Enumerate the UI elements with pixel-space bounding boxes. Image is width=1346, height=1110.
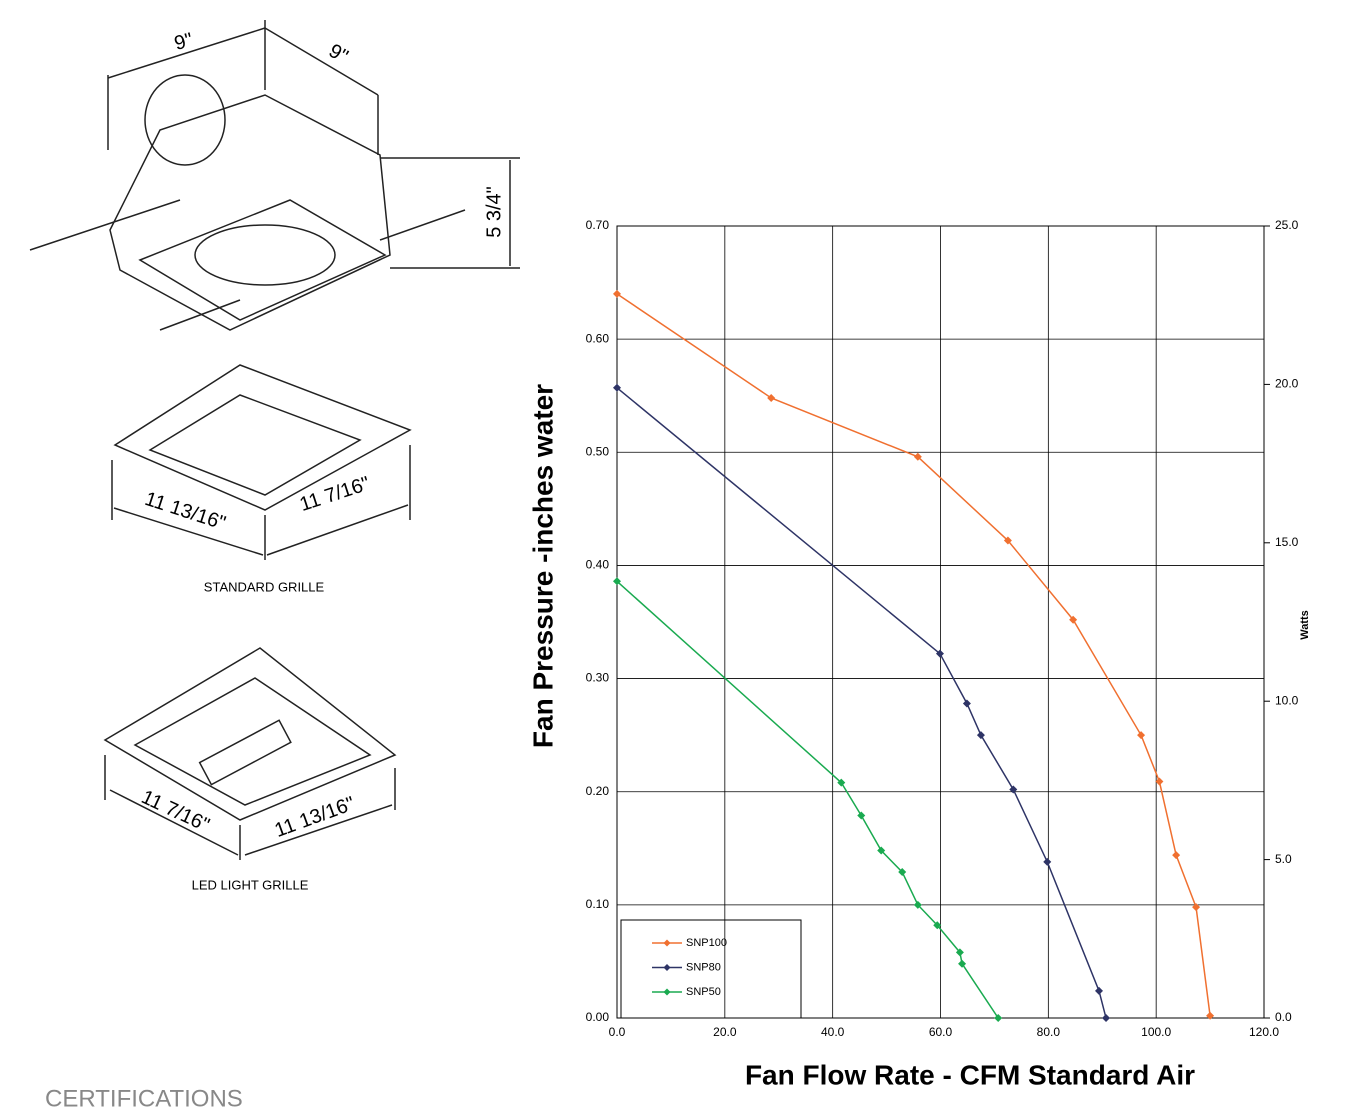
data-point [837, 778, 846, 787]
y-tick-label: 0.10 [586, 897, 610, 911]
standard-grille-drawing [111, 364, 412, 560]
data-point [1102, 1014, 1111, 1022]
data-point [913, 452, 922, 461]
x-tick-label: 80.0 [1037, 1025, 1061, 1039]
data-point [857, 811, 866, 820]
data-point [933, 921, 942, 930]
data-point [1155, 777, 1164, 786]
data-point [976, 731, 985, 740]
x-tick-label: 20.0 [713, 1025, 737, 1039]
data-point [1206, 1011, 1215, 1020]
data-point [994, 1014, 1003, 1022]
y2-tick-label: 5.0 [1275, 852, 1292, 866]
data-point [613, 577, 621, 586]
data-point [1192, 903, 1201, 912]
data-point [1003, 536, 1012, 545]
data-point [1137, 731, 1146, 740]
dimension-label: 9" [172, 29, 195, 55]
data-point [1043, 857, 1052, 866]
dimension-label: 11 7/16" [138, 786, 213, 837]
data-point [767, 393, 776, 402]
data-point [877, 846, 886, 855]
legend-marker [663, 939, 671, 947]
dimension-label: 11 13/16" [272, 793, 358, 842]
data-point [958, 959, 967, 968]
y-tick-label: 0.20 [586, 784, 610, 798]
y2-tick-label: 15.0 [1275, 535, 1299, 549]
data-point [1172, 851, 1181, 860]
y-tick-label: 0.40 [586, 558, 610, 572]
x-tick-label: 40.0 [821, 1025, 845, 1039]
data-point [935, 649, 944, 658]
dimension-label: 9" [325, 40, 352, 68]
legend-label: SNP100 [686, 937, 727, 949]
y-tick-label: 0.70 [586, 218, 610, 232]
x-tick-label: 60.0 [929, 1025, 953, 1039]
y-tick-label: 0.50 [586, 444, 610, 458]
caption: STANDARD GRILLE [204, 579, 325, 594]
dimension-label: 11 13/16" [142, 488, 228, 535]
data-point [613, 383, 621, 392]
data-point [613, 289, 621, 298]
data-point [1009, 785, 1018, 794]
x-tick-label: 120.0 [1249, 1025, 1279, 1039]
housing-drawing [29, 20, 520, 331]
x-axis-label: Fan Flow Rate - CFM Standard Air [745, 1059, 1195, 1090]
led-grille-drawing [103, 647, 397, 860]
data-point [1069, 615, 1078, 624]
legend-label: SNP50 [686, 986, 721, 998]
section-heading: CERTIFICATIONS [45, 1085, 243, 1110]
y-axis-label: Fan Pressure -inches water [527, 384, 558, 748]
data-point [898, 868, 907, 877]
data-point [913, 900, 922, 909]
y2-tick-label: 20.0 [1275, 377, 1299, 391]
x-tick-label: 100.0 [1141, 1025, 1171, 1039]
series-line [616, 580, 999, 1019]
dimension-label: 5 3/4" [483, 186, 505, 238]
x-tick-label: 0.0 [609, 1025, 626, 1039]
legend-label: SNP80 [686, 961, 721, 973]
series-line [616, 293, 1211, 1016]
y-tick-label: 0.30 [586, 671, 610, 685]
y2-tick-label: 0.0 [1275, 1010, 1292, 1024]
dimension-label: 11 7/16" [297, 473, 373, 516]
legend-box [620, 919, 802, 1019]
caption: LED LIGHT GRILLE [192, 877, 309, 892]
plot-area: 0.00 0.10 0.20 0.30 0.40 0.50 0.60 0.70 0.0 5.0 10… [586, 218, 1299, 1039]
legend-marker [663, 964, 671, 971]
y2-tick-label: 10.0 [1275, 693, 1299, 707]
y2-axis-label: Watts [1299, 610, 1311, 640]
data-point [962, 699, 971, 708]
data-point [1095, 986, 1104, 995]
y2-tick-label: 25.0 [1275, 218, 1299, 232]
y-tick-label: 0.00 [586, 1010, 610, 1024]
data-point [955, 948, 964, 957]
series-line [616, 387, 1107, 1019]
y-tick-label: 0.60 [586, 331, 610, 345]
legend-marker [663, 988, 671, 996]
